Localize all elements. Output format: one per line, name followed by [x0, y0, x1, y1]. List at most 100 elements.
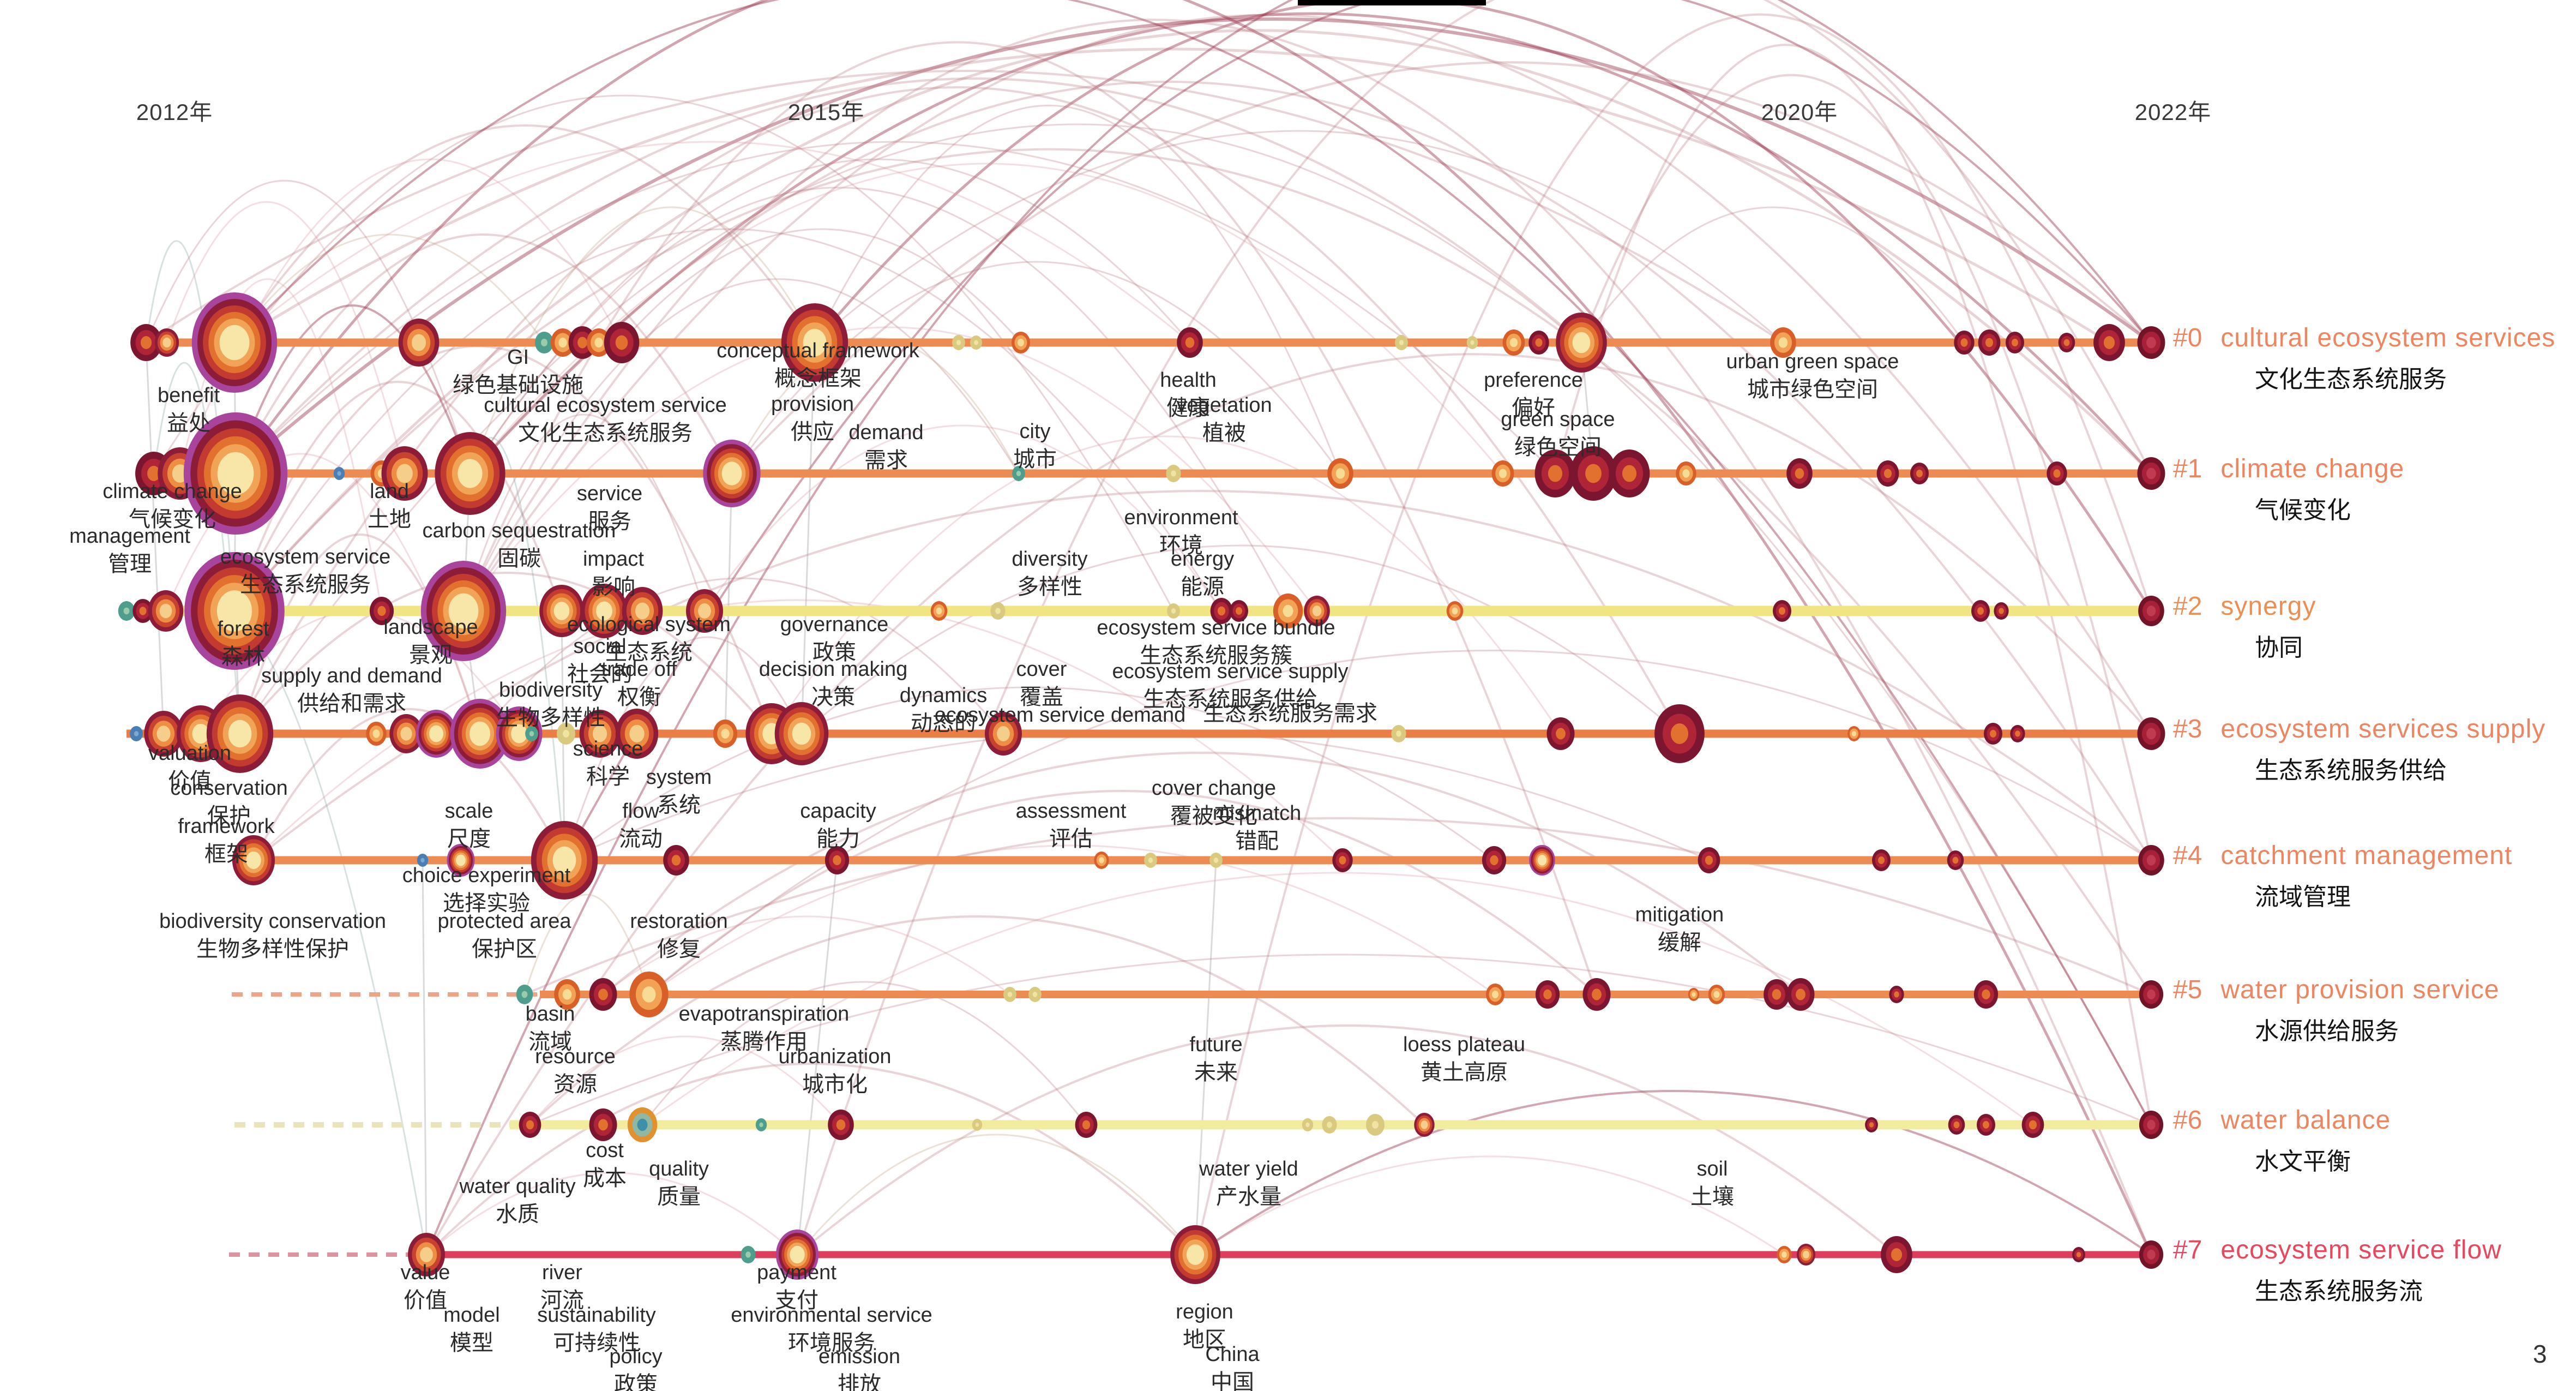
keyword-label: restoration 修复: [630, 908, 728, 964]
keyword-en: social: [573, 635, 627, 658]
keyword-zh: 环境服务: [787, 1331, 875, 1356]
year-tick: 2015年: [787, 99, 865, 125]
keyword-label: model 模型: [443, 1302, 500, 1358]
keyword-label: choice experiment 选择实验: [402, 862, 570, 918]
cluster-en: cultural ecosystem services: [2220, 323, 2556, 352]
keyword-zh: 评估: [1049, 827, 1093, 852]
keyword-en: valuation: [148, 742, 232, 765]
keyword-en: capacity: [800, 800, 876, 823]
keyword-zh: 服务: [588, 509, 631, 534]
keyword-label: resource 资源: [535, 1043, 616, 1099]
keyword-label: health 健康: [1160, 367, 1217, 423]
keyword-label: evapotranspiration 蒸腾作用: [679, 1000, 850, 1057]
keyword-label: value 价值: [401, 1259, 450, 1315]
keyword-en: service: [576, 482, 643, 505]
keyword-zh: 权衡: [617, 685, 661, 710]
top-edge-bar: [1298, 0, 1486, 5]
keyword-zh: 框架: [204, 842, 248, 867]
keyword-en: green space: [1501, 408, 1615, 431]
keyword-label: ecosystem service demand: [935, 702, 1185, 729]
keyword-label: ecological system 生态系统: [567, 611, 731, 667]
keyword-zh: 生态系统服务簇: [1140, 644, 1292, 668]
cluster-label-1: #1 climate change 气候变化: [2173, 454, 2404, 525]
keyword-label: emission 排放: [818, 1343, 900, 1391]
keyword-zh: 固碳: [497, 547, 541, 571]
cluster-tag: #6: [2173, 1106, 2202, 1135]
keyword-label: future 未来: [1189, 1031, 1242, 1087]
keyword-zh: 系统: [657, 793, 701, 818]
cluster-zh: 水文平衡: [2255, 1148, 2351, 1175]
keyword-label: cultural ecosystem service 文化生态系统服务: [484, 392, 727, 448]
cluster-label-3: #3 ecosystem services supply 生态系统服务供给: [2173, 714, 2545, 786]
keyword-en: cost: [586, 1139, 624, 1162]
keyword-label: valuation 价值: [148, 740, 231, 796]
cluster-tag: #3: [2173, 715, 2202, 744]
keyword-label: GI 绿色基础设施: [453, 344, 583, 400]
keyword-en: forest: [217, 617, 269, 640]
keyword-zh: 需求: [864, 448, 908, 473]
keyword-label: quality 质量: [649, 1155, 709, 1212]
keyword-zh: 城市化: [802, 1072, 868, 1097]
keyword-label: 生态系统服务需求: [1203, 699, 1377, 728]
keyword-label: biodiversity 生物多样性: [496, 676, 605, 733]
keyword-zh: 偏好: [1511, 396, 1555, 421]
keyword-zh: 概念框架: [774, 367, 862, 391]
keyword-en: ecosystem service: [220, 545, 391, 568]
keyword-zh: 景观: [409, 643, 453, 668]
cluster-zh: 流域管理: [2255, 884, 2351, 910]
keyword-en: city: [1019, 420, 1051, 443]
keyword-label: forest 森林: [217, 615, 269, 671]
keyword-zh: 森林: [221, 645, 265, 669]
keyword-label: management 管理: [69, 523, 190, 579]
keyword-en: mitigation: [1635, 903, 1724, 926]
keyword-zh: 生态系统服务需求: [1203, 702, 1377, 726]
keyword-en: landscape: [383, 616, 478, 639]
cluster-zh: 水源供给服务: [2255, 1018, 2399, 1045]
keyword-en: evapotranspiration: [678, 1003, 850, 1026]
keyword-label: river 河流: [540, 1259, 584, 1315]
keyword-label: service 服务: [577, 480, 642, 536]
keyword-label: region 地区: [1176, 1298, 1233, 1354]
keyword-en: governance: [780, 613, 889, 636]
keyword-en: restoration: [630, 910, 728, 933]
keyword-zh: 供给和需求: [297, 692, 406, 716]
keyword-zh: 植被: [1202, 421, 1246, 446]
keyword-label: conceptual framework 概念框架: [717, 337, 919, 393]
keyword-en: assessment: [1015, 800, 1127, 823]
keyword-en: future: [1189, 1033, 1243, 1056]
keyword-en: ecological system: [567, 613, 731, 636]
cluster-tag: #5: [2173, 975, 2202, 1004]
cluster-en: catchment management: [2220, 841, 2513, 870]
keyword-label: policy 政策: [609, 1343, 662, 1391]
cluster-label-2: #2 synergy 协同: [2173, 591, 2316, 663]
keyword-zh: 蒸腾作用: [720, 1030, 808, 1054]
keyword-en: environmental service: [731, 1304, 932, 1327]
keyword-en: loess plateau: [1403, 1033, 1525, 1056]
page-number: 3: [2533, 1340, 2547, 1368]
keyword-label: environment 环境: [1124, 504, 1238, 560]
keyword-en: water yield: [1199, 1158, 1298, 1180]
keyword-en: protected area: [437, 910, 571, 933]
keyword-zh: 土壤: [1690, 1185, 1734, 1209]
keyword-en: river: [542, 1261, 582, 1284]
year-tick: 2022年: [2134, 99, 2212, 125]
keyword-label: loess plateau 黄土高原: [1403, 1031, 1525, 1087]
keyword-zh: 质量: [657, 1185, 701, 1209]
keyword-label: soil 土壤: [1690, 1155, 1734, 1212]
cluster-en: climate change: [2220, 454, 2405, 483]
cluster-label-5: #5 water provision service 水源供给服务: [2173, 975, 2500, 1046]
keyword-en: region: [1176, 1300, 1233, 1323]
keyword-en: payment: [757, 1261, 836, 1284]
keyword-label: flow 流动: [619, 798, 663, 854]
keyword-en: ecosystem service supply: [1112, 660, 1349, 683]
cluster-label-4: #4 catchment management 流域管理: [2173, 841, 2512, 912]
keyword-label: decision making 决策: [759, 656, 907, 712]
keyword-label: basin 流域: [526, 1000, 575, 1057]
keyword-en: biodiversity: [498, 679, 603, 702]
keyword-zh: 地区: [1182, 1328, 1226, 1352]
keyword-en: trade off: [601, 658, 677, 681]
keyword-en: supply and demand: [261, 664, 442, 687]
keyword-en: ecosystem service bundle: [1097, 616, 1335, 639]
keyword-zh: 政策: [812, 640, 856, 665]
